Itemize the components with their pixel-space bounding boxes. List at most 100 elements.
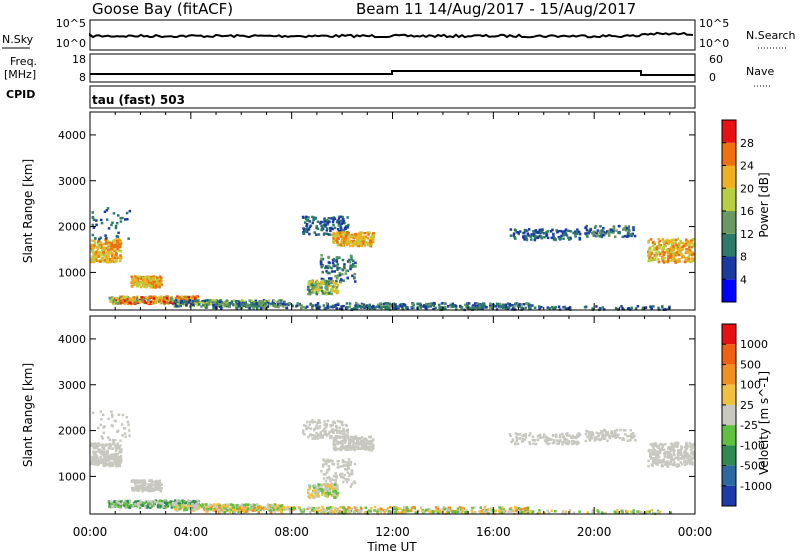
scatter-cell (473, 302, 477, 305)
scatter-cell (329, 487, 332, 490)
scatter-cell (491, 306, 494, 310)
scatter-cell (687, 248, 690, 251)
scatter-cell (142, 277, 145, 280)
scatter-cell (677, 244, 681, 248)
scatter-cell (286, 508, 290, 511)
scatter-cell (104, 252, 108, 255)
scatter-cell (341, 238, 344, 241)
scatter-cell (286, 505, 290, 509)
scatter-cell (366, 439, 369, 442)
scatter-cell (92, 246, 95, 249)
scatter-cell (179, 304, 183, 308)
scatter-cell (235, 503, 239, 507)
scatter-cell (252, 306, 255, 310)
scatter-cell (653, 247, 657, 250)
scatter-cell (669, 246, 673, 249)
scatter-cell (97, 460, 100, 464)
scatter-cell (140, 281, 143, 285)
scatter-cell (112, 245, 116, 248)
scatter-cell (465, 510, 468, 514)
scatter-cell (538, 512, 541, 515)
scatter-cell (302, 431, 305, 435)
scatter-cell (574, 441, 578, 444)
scatter-cell (664, 260, 667, 263)
scatter-cell (680, 256, 684, 259)
scatter-cell (341, 215, 344, 219)
scatter-cell (672, 451, 675, 454)
scatter-cell (436, 505, 440, 509)
scatter-cell (672, 248, 676, 252)
scatter-cell (377, 305, 381, 309)
scatter-cell (115, 449, 118, 452)
scatter-cell (155, 488, 158, 491)
scatter-cell (588, 431, 591, 434)
scatter-cell (502, 509, 505, 513)
scatter-cell (311, 221, 314, 225)
scatter-cell (311, 508, 314, 512)
scatter-cell (685, 443, 689, 447)
scatter-cell (322, 430, 326, 433)
scatter-cell (260, 302, 263, 305)
scatter-cell (335, 476, 338, 479)
scatter-cell (157, 486, 160, 490)
scatter-cell (316, 227, 320, 231)
scatter-cell (653, 254, 656, 257)
scatter-cell (309, 280, 312, 284)
scatter-cell (176, 507, 180, 510)
scatter-cell (626, 235, 629, 239)
scatter-cell (95, 463, 99, 466)
scatter-cell (339, 447, 342, 450)
scatter-cell (307, 280, 311, 283)
scatter-cell (113, 253, 116, 257)
scatter-cell (332, 438, 336, 441)
ytick-label: 3000 (58, 175, 86, 188)
scatter-cell (160, 500, 163, 503)
scatter-cell (432, 307, 435, 311)
scatter-cell (674, 246, 678, 249)
scatter-cell (149, 275, 152, 279)
scatter-cell (113, 256, 116, 260)
colorbar-tick-label: 16 (740, 205, 754, 218)
scatter-cell (604, 434, 607, 438)
scatter-cell (190, 499, 193, 503)
scatter-cell (119, 220, 123, 223)
scatter-cell (154, 284, 158, 287)
scatter-cell (119, 454, 123, 458)
scatter-cell (338, 271, 341, 275)
scatter-cell (254, 299, 257, 303)
scatter-cell (321, 493, 324, 496)
scatter-cell (308, 487, 311, 490)
scatter-cell (320, 228, 323, 232)
scatter-cell (632, 226, 635, 229)
scatter-cell (333, 508, 337, 512)
scatter-cell (489, 303, 492, 306)
scatter-cell (329, 278, 333, 282)
scatter-cell (266, 305, 269, 309)
scatter-cell (238, 504, 242, 508)
scatter-cell (607, 229, 611, 233)
scatter-cell (524, 235, 528, 238)
scatter-cell (225, 300, 228, 303)
scatter-cell (100, 248, 104, 252)
scatter-cell (550, 438, 553, 441)
scatter-cell (690, 458, 693, 462)
scatter-cell (367, 233, 370, 236)
scatter-cell (142, 281, 145, 284)
scatter-cell (119, 245, 122, 249)
scatter-cell (674, 260, 677, 264)
scatter-cell (237, 300, 240, 303)
scatter-cell (446, 305, 450, 308)
scatter-cell (311, 291, 314, 294)
scatter-cell (321, 505, 324, 509)
scatter-cell (651, 460, 655, 463)
scatter-cell (523, 438, 526, 441)
scatter-cell (557, 235, 561, 239)
scatter-cell (322, 281, 325, 284)
scatter-cell (346, 240, 350, 244)
scatter-cell (214, 509, 217, 513)
scatter-cell (331, 227, 334, 231)
scatter-cell (339, 278, 343, 281)
scatter-cell (339, 307, 342, 311)
scatter-cell (332, 443, 335, 446)
